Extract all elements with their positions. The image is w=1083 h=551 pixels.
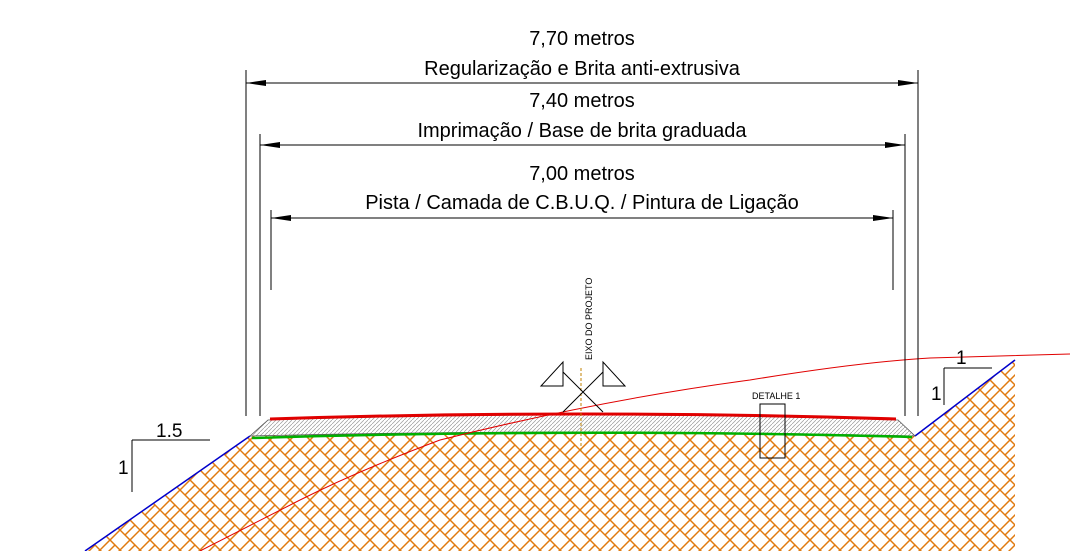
dim-outer-value: 7,70 metros [529, 28, 635, 50]
right-slope-vertical: 1 [931, 384, 942, 405]
left-slope-horizontal: 1.5 [156, 421, 182, 442]
arrow-outer-left [246, 80, 266, 86]
left-slope-edge [84, 435, 251, 551]
natural-terrain-line [199, 353, 1071, 551]
dim-middle-value: 7,40 metros [529, 90, 635, 112]
left-slope-vertical: 1 [118, 458, 129, 479]
arrow-outer-right [898, 80, 918, 86]
right-slope-edge [914, 359, 1016, 437]
dim-inner-value: 7,00 metros [529, 163, 635, 185]
right-slope-horizontal: 1 [956, 348, 967, 369]
dim-outer-label: Regularização e Brita anti-extrusiva [424, 58, 741, 80]
arrow-inner-right [873, 215, 893, 221]
dim-inner-label: Pista / Camada de C.B.U.Q. / Pintura de … [365, 192, 799, 214]
subbase-line [251, 431, 913, 440]
centerline-label: EIXO DO PROJETO [584, 278, 594, 360]
arrow-middle-right [885, 142, 905, 148]
arrow-inner-left [271, 215, 291, 221]
detail-label: DETALHE 1 [752, 391, 800, 401]
dim-middle-label: Imprimação / Base de brita graduada [417, 120, 747, 142]
arrow-middle-left [260, 142, 280, 148]
centerline-flag-symbol [539, 360, 627, 413]
soil-embankment [85, 360, 1015, 551]
detail-box [759, 403, 786, 459]
